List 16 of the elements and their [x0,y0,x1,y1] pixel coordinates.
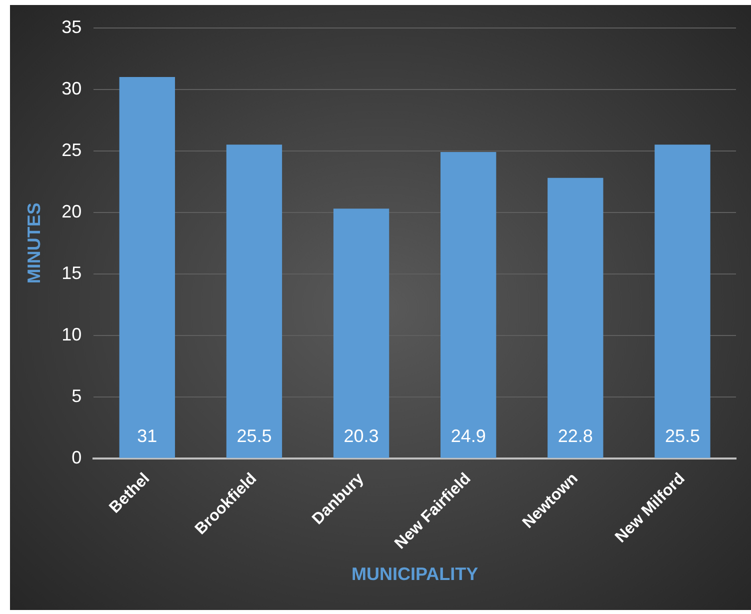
x-axis-title: MUNICIPALITY [351,564,478,584]
y-tick-label: 20 [62,201,82,222]
data-label: 25.5 [236,426,272,446]
y-tick-label: 10 [62,324,82,344]
y-tick-label: 5 [72,386,82,406]
data-label: 22.8 [558,426,593,446]
y-tick-label: 35 [62,16,82,37]
y-tick-label: 25 [62,140,82,160]
data-label: 20.3 [344,426,379,446]
data-label: 31 [137,426,158,446]
data-label: 25.5 [664,426,700,446]
y-tick-label: 30 [62,78,82,98]
data-label: 24.9 [450,426,486,446]
y-axis-title: MINUTES [24,202,44,284]
y-tick-label: 15 [62,262,82,283]
y-tick-label: 0 [72,447,82,468]
